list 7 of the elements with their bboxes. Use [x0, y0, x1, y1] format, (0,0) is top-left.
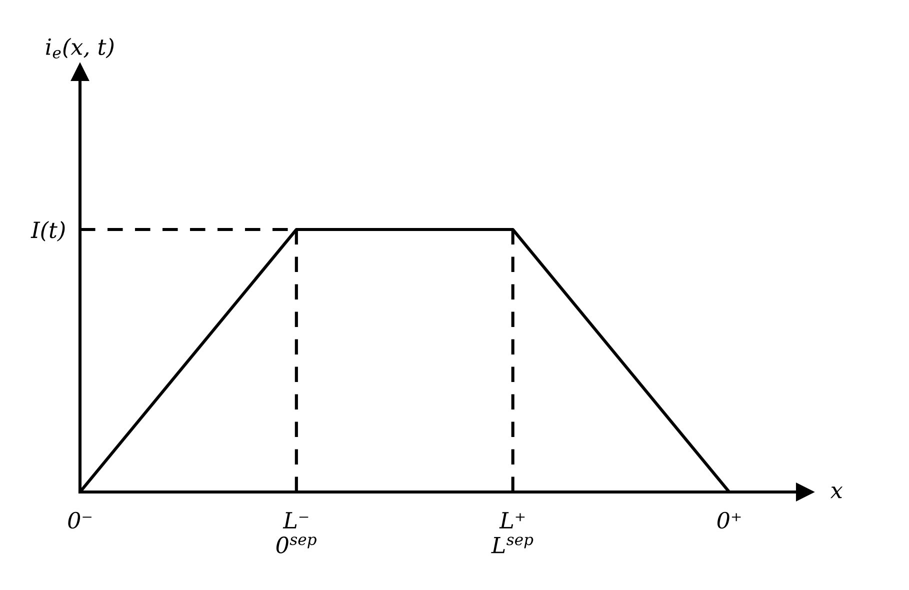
x-tick-label: L⁻ 0$^{sep}$	[276, 512, 316, 554]
x-axis-title: x	[830, 486, 843, 498]
x-tick-label: 0⁺	[717, 512, 741, 529]
ref-line-label: I(t)	[30, 221, 65, 242]
text: i$_{e}$(x, t)	[46, 38, 114, 58]
x-tick-label: 0⁻	[68, 512, 92, 529]
x-tick-label: L⁺ L$^{sep}$	[491, 512, 534, 554]
